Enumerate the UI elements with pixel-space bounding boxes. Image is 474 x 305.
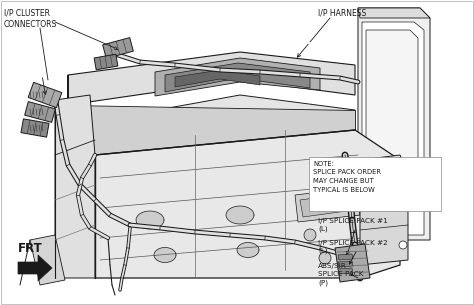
Polygon shape — [68, 105, 355, 155]
Polygon shape — [154, 247, 176, 263]
Text: I/P SPLICE PACK #2
(L): I/P SPLICE PACK #2 (L) — [318, 240, 388, 254]
Polygon shape — [226, 206, 254, 224]
FancyBboxPatch shape — [309, 157, 441, 211]
Polygon shape — [95, 130, 400, 278]
Polygon shape — [335, 244, 370, 282]
Polygon shape — [94, 54, 118, 70]
Polygon shape — [360, 155, 408, 265]
Polygon shape — [175, 70, 260, 87]
Polygon shape — [358, 8, 430, 18]
Polygon shape — [25, 102, 55, 122]
Polygon shape — [362, 22, 424, 235]
Polygon shape — [30, 235, 65, 285]
Polygon shape — [21, 119, 49, 137]
Text: NOTE:
SPLICE PACK ORDER
MAY CHANGE BUT
TYPICAL IS BELOW: NOTE: SPLICE PACK ORDER MAY CHANGE BUT T… — [313, 161, 381, 192]
Polygon shape — [68, 75, 130, 175]
Circle shape — [408, 190, 418, 200]
Circle shape — [411, 193, 415, 197]
Text: ABS/SIR
SPLICE PACK
(P): ABS/SIR SPLICE PACK (P) — [318, 263, 364, 285]
Circle shape — [399, 171, 407, 179]
Polygon shape — [300, 193, 354, 217]
Polygon shape — [338, 268, 353, 274]
Circle shape — [319, 252, 331, 264]
Polygon shape — [165, 63, 310, 92]
Text: I/P HARNESS: I/P HARNESS — [318, 8, 366, 17]
Polygon shape — [338, 254, 353, 260]
Text: FRT: FRT — [18, 242, 43, 255]
Polygon shape — [338, 261, 353, 267]
Polygon shape — [18, 255, 52, 281]
Text: I/P CLUSTER
CONNECTORS: I/P CLUSTER CONNECTORS — [4, 8, 57, 29]
Polygon shape — [130, 95, 355, 155]
Polygon shape — [358, 8, 430, 240]
Circle shape — [399, 241, 407, 249]
Polygon shape — [68, 52, 355, 105]
Polygon shape — [28, 82, 62, 108]
Polygon shape — [136, 211, 164, 229]
Circle shape — [304, 229, 316, 241]
Polygon shape — [366, 30, 418, 175]
Polygon shape — [155, 58, 320, 96]
Polygon shape — [295, 188, 360, 222]
Polygon shape — [103, 38, 133, 58]
Text: I/P SPLICE PACK #1
(L): I/P SPLICE PACK #1 (L) — [318, 218, 388, 232]
Polygon shape — [237, 242, 259, 257]
Polygon shape — [55, 95, 95, 278]
